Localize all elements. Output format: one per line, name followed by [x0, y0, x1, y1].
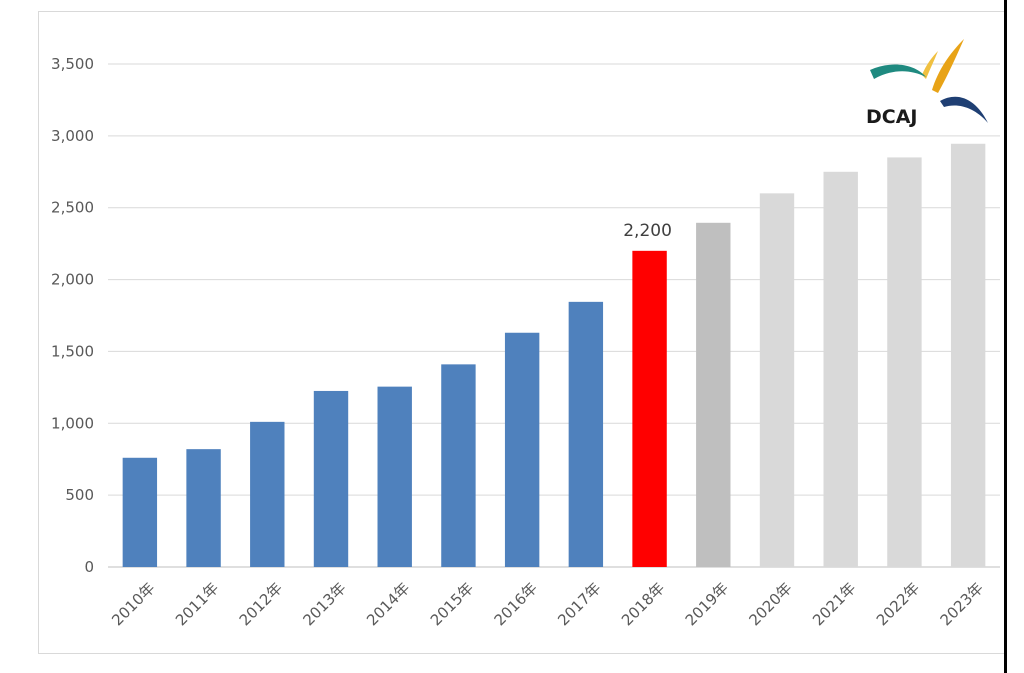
y-tick-label: 0 [84, 558, 94, 576]
bar-2019年 [696, 222, 731, 567]
bar-2022年 [887, 157, 922, 567]
bar-2018年 [632, 250, 667, 568]
x-tick-label: 2016年 [491, 579, 541, 629]
data-labels: 2,200 [623, 221, 672, 241]
bar-2014年 [377, 386, 412, 567]
bars [122, 143, 986, 568]
y-tick-label: 1,500 [51, 342, 94, 360]
y-tick-label: 3,500 [51, 55, 94, 73]
x-tick-label: 2015年 [427, 579, 477, 629]
y-tick-label: 3,000 [51, 127, 94, 145]
y-axis-ticks: 0 500 1,000 1,500 2,000 2,500 3,000 3,500 [51, 55, 94, 576]
x-tick-label: 2023年 [937, 579, 987, 629]
gridlines [108, 63, 1000, 568]
right-edge-line [1004, 0, 1007, 673]
x-axis-ticks: 2010年 2011年 2012年 2013年 2014年 2015年 2016年 2017年… [108, 579, 987, 629]
bar-2010年 [122, 457, 158, 567]
logo-text: DCAJ [866, 106, 918, 128]
x-tick-label: 2012年 [236, 579, 286, 629]
x-tick-label: 2022年 [873, 579, 923, 629]
y-tick-label: 2,500 [51, 199, 94, 217]
x-tick-label: 2010年 [108, 579, 158, 629]
logo-gold-swoosh-icon [932, 39, 964, 93]
x-tick-label: 2020年 [745, 579, 795, 629]
data-label: 2,200 [623, 221, 672, 241]
bar-2016年 [504, 332, 540, 567]
bar-2013年 [313, 390, 349, 567]
x-tick-label: 2013年 [299, 579, 349, 629]
y-tick-label: 2,000 [51, 271, 94, 289]
bar-2023年 [950, 143, 986, 568]
x-tick-label: 2017年 [554, 579, 604, 629]
bar-2017年 [568, 301, 604, 567]
x-tick-label: 2014年 [363, 579, 413, 629]
bar-2012年 [250, 421, 285, 567]
bar-2021年 [823, 171, 858, 568]
y-tick-label: 500 [65, 486, 94, 504]
bar-2015年 [441, 364, 476, 567]
logo-navy-swoosh-icon [940, 96, 988, 123]
x-tick-label: 2018年 [618, 579, 668, 629]
logo-gold-swoosh-small-icon [922, 51, 938, 79]
x-tick-label: 2019年 [682, 579, 732, 629]
bar-2020年 [759, 193, 795, 568]
x-tick-label: 2021年 [809, 579, 859, 629]
bar-2011年 [186, 449, 221, 567]
dcaj-logo: DCAJ [866, 39, 988, 128]
y-tick-label: 1,000 [51, 414, 94, 432]
x-tick-label: 2011年 [172, 579, 222, 629]
logo-teal-swoosh-icon [870, 64, 926, 79]
